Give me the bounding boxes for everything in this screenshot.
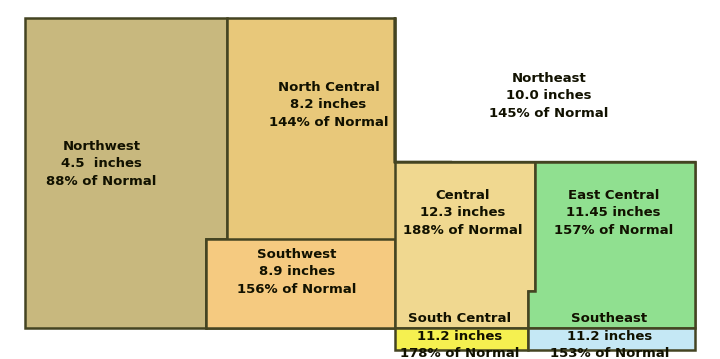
Text: Southwest
8.9 inches
156% of Normal: Southwest 8.9 inches 156% of Normal — [238, 248, 357, 296]
Text: Northeast
10.0 inches
145% of Normal: Northeast 10.0 inches 145% of Normal — [489, 72, 608, 120]
Polygon shape — [207, 239, 395, 327]
Polygon shape — [528, 327, 696, 350]
Text: Northwest
4.5  inches
88% of Normal: Northwest 4.5 inches 88% of Normal — [46, 140, 157, 188]
Polygon shape — [24, 18, 228, 327]
Polygon shape — [395, 18, 696, 344]
Text: East Central
11.45 inches
157% of Normal: East Central 11.45 inches 157% of Normal — [554, 188, 673, 237]
Text: Central
12.3 inches
188% of Normal: Central 12.3 inches 188% of Normal — [403, 188, 523, 237]
Text: Southeast
11.2 inches
153% of Normal: Southeast 11.2 inches 153% of Normal — [549, 312, 669, 359]
Text: South Central
11.2 inches
178% of Normal: South Central 11.2 inches 178% of Normal — [400, 312, 520, 359]
Polygon shape — [528, 162, 696, 327]
Text: North Central
8.2 inches
144% of Normal: North Central 8.2 inches 144% of Normal — [269, 81, 388, 129]
Polygon shape — [207, 18, 451, 327]
Polygon shape — [395, 327, 528, 350]
Polygon shape — [395, 162, 535, 327]
